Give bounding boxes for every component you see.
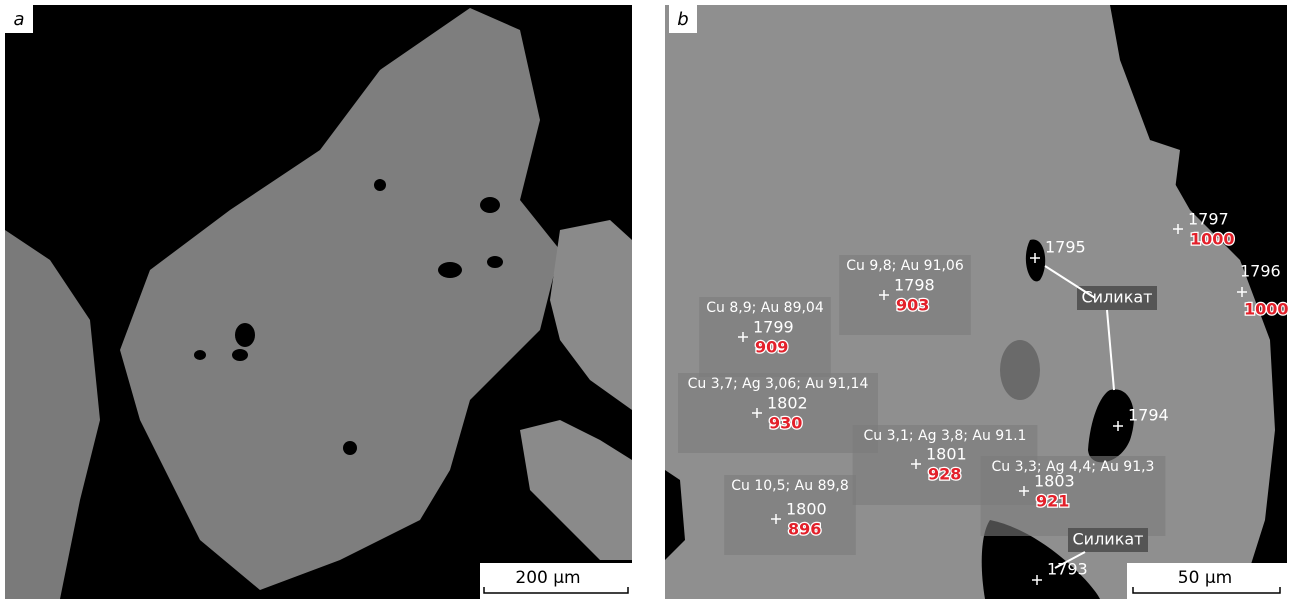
- point-id: 1795: [1045, 238, 1086, 257]
- panel-label: a: [13, 9, 24, 30]
- point-id: 1799: [753, 318, 794, 337]
- scale-bar-label: 50 μm: [1178, 568, 1232, 588]
- composition: Cu 3,1; Ag 3,8; Au 91.1: [864, 428, 1027, 444]
- panel-label: b: [677, 9, 688, 30]
- point-id: 1798: [894, 276, 935, 295]
- point-value: 909: [755, 338, 788, 357]
- point-id: 1802: [767, 394, 808, 413]
- inclusion: [1000, 340, 1040, 400]
- point-value: 903: [896, 296, 929, 315]
- point-id: 1801: [926, 445, 967, 464]
- point-value: 1000: [1244, 300, 1289, 319]
- silicate-label: Силикат: [1073, 530, 1144, 549]
- point-value: 921: [1036, 492, 1069, 511]
- point-id: 1803: [1034, 472, 1075, 491]
- point-value: 896: [788, 520, 821, 539]
- point-id: 1796: [1240, 262, 1281, 281]
- point-id: 1797: [1188, 210, 1229, 229]
- scale-bar-label: 200 μm: [515, 568, 580, 588]
- composition: Cu 3,7; Ag 3,06; Au 91,14: [688, 376, 869, 392]
- figure: a 200 μm 17971000179517961000Cu 9,8; Au …: [0, 0, 1290, 601]
- point-value: 930: [769, 414, 802, 433]
- point-id: 1794: [1128, 406, 1169, 425]
- point-id: 1800: [786, 500, 827, 519]
- point-value: 1000: [1190, 230, 1235, 249]
- composition: Cu 10,5; Au 89,8: [731, 478, 849, 494]
- composition: Cu 8,9; Au 89,04: [706, 300, 824, 316]
- composition: Cu 9,8; Au 91,06: [846, 258, 964, 274]
- panel-a: a 200 μm: [5, 5, 632, 599]
- point-value: 928: [928, 465, 961, 484]
